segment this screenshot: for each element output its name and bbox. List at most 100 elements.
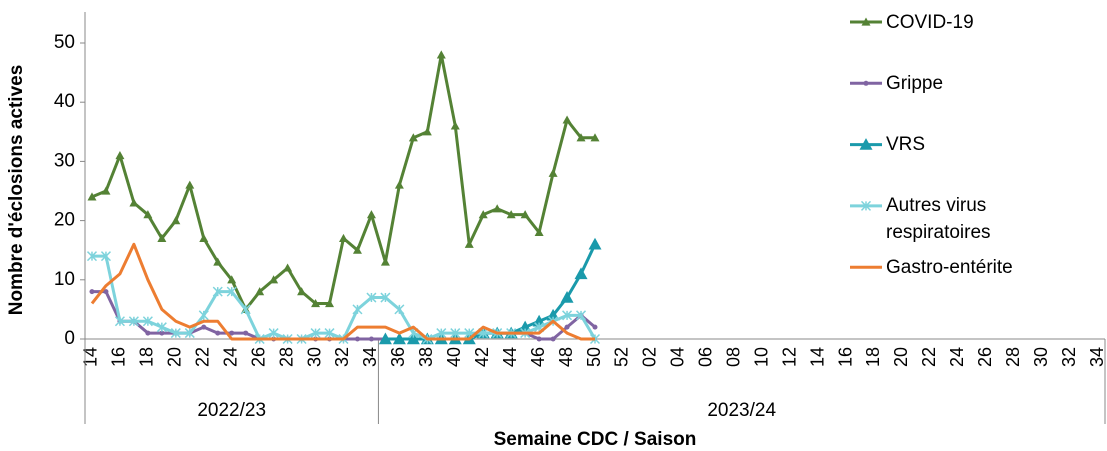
marker — [408, 133, 418, 142]
series-line — [91, 254, 597, 341]
marker — [157, 233, 167, 242]
x-tick-label: 48 — [556, 347, 576, 367]
marker — [436, 50, 446, 59]
marker — [156, 322, 167, 333]
marker — [592, 324, 598, 330]
x-tick-label: 18 — [863, 347, 883, 367]
marker — [338, 233, 348, 242]
marker — [129, 198, 139, 207]
marker — [575, 310, 587, 321]
marker — [550, 336, 556, 342]
group-label: 2023/24 — [707, 400, 776, 421]
x-tick-label: 42 — [472, 347, 492, 367]
x-tick-label: 32 — [1059, 347, 1079, 367]
marker — [520, 210, 530, 219]
marker — [201, 324, 207, 330]
marker — [562, 310, 573, 321]
x-tick-label: 32 — [332, 347, 352, 367]
legend-marker — [863, 80, 869, 86]
marker — [354, 336, 360, 342]
group-label: 2022/23 — [197, 400, 266, 421]
marker — [101, 186, 111, 195]
marker — [215, 330, 221, 336]
x-tick-label: 36 — [388, 347, 408, 367]
x-tick-label: 50 — [584, 347, 604, 367]
x-tick-label: 22 — [193, 347, 213, 367]
marker — [506, 210, 516, 219]
legend-label: Autres virus respiratoires — [886, 195, 991, 244]
series-line — [385, 243, 597, 341]
marker — [422, 127, 432, 136]
legend-label: COVID-19 — [886, 11, 974, 33]
legend-label: Grippe — [886, 72, 944, 94]
legend-label: VRS — [886, 134, 926, 156]
marker — [576, 133, 586, 142]
marker — [380, 292, 391, 303]
x-tick-label: 38 — [416, 347, 436, 367]
series-line — [90, 242, 595, 341]
marker — [368, 336, 374, 342]
x-tick-label: 04 — [668, 347, 688, 367]
marker — [226, 286, 237, 297]
marker — [227, 275, 237, 284]
marker — [352, 304, 363, 315]
marker — [89, 289, 95, 295]
x-tick-label: 40 — [444, 347, 464, 367]
x-tick-label: 34 — [1087, 347, 1107, 367]
x-tick-label: 30 — [1031, 347, 1051, 367]
x-tick-label: 52 — [612, 347, 632, 367]
marker — [366, 210, 376, 219]
legend-marker — [860, 200, 872, 211]
marker — [548, 168, 558, 177]
marker — [240, 304, 251, 315]
x-tick-label: 16 — [109, 347, 129, 367]
x-axis-title: Semaine CDC / Saison — [494, 429, 697, 450]
marker — [406, 332, 420, 345]
marker — [128, 316, 139, 327]
marker — [87, 192, 97, 201]
marker — [185, 180, 195, 189]
y-axis-title: Nombre d'éclosions actives — [6, 65, 27, 316]
x-tick-label: 24 — [220, 347, 240, 367]
marker — [255, 287, 265, 296]
marker — [243, 330, 249, 336]
series-line — [91, 53, 595, 311]
x-tick-label: 14 — [807, 347, 827, 367]
x-tick-label: 02 — [640, 347, 660, 367]
x-tick-label: 20 — [891, 347, 911, 367]
x-tick-label: 18 — [137, 347, 157, 367]
marker — [184, 328, 195, 339]
x-tick-label: 16 — [835, 347, 855, 367]
marker — [199, 233, 209, 242]
y-tick-label: 20 — [54, 210, 75, 231]
marker — [492, 204, 502, 213]
marker — [366, 292, 377, 303]
marker — [464, 239, 474, 248]
x-tick-label: 34 — [360, 347, 380, 367]
legend-marker — [859, 138, 873, 150]
marker — [213, 257, 223, 266]
marker — [564, 324, 570, 330]
legend-marker — [861, 17, 871, 26]
marker — [114, 316, 125, 327]
x-tick-label: 12 — [779, 347, 799, 367]
y-tick-label: 40 — [54, 91, 75, 112]
marker — [325, 298, 335, 308]
marker — [212, 286, 223, 297]
marker — [534, 227, 544, 237]
marker — [392, 332, 406, 345]
marker — [588, 237, 602, 250]
marker — [436, 328, 447, 339]
marker — [380, 257, 390, 266]
marker — [560, 291, 574, 303]
marker — [159, 330, 165, 336]
y-tick-label: 30 — [54, 150, 75, 171]
y-tick-label: 50 — [54, 32, 75, 53]
x-tick-label: 24 — [947, 347, 967, 367]
marker — [100, 251, 111, 262]
marker — [394, 180, 404, 189]
x-tick-label: 14 — [81, 347, 101, 367]
x-tick-label: 20 — [165, 347, 185, 367]
